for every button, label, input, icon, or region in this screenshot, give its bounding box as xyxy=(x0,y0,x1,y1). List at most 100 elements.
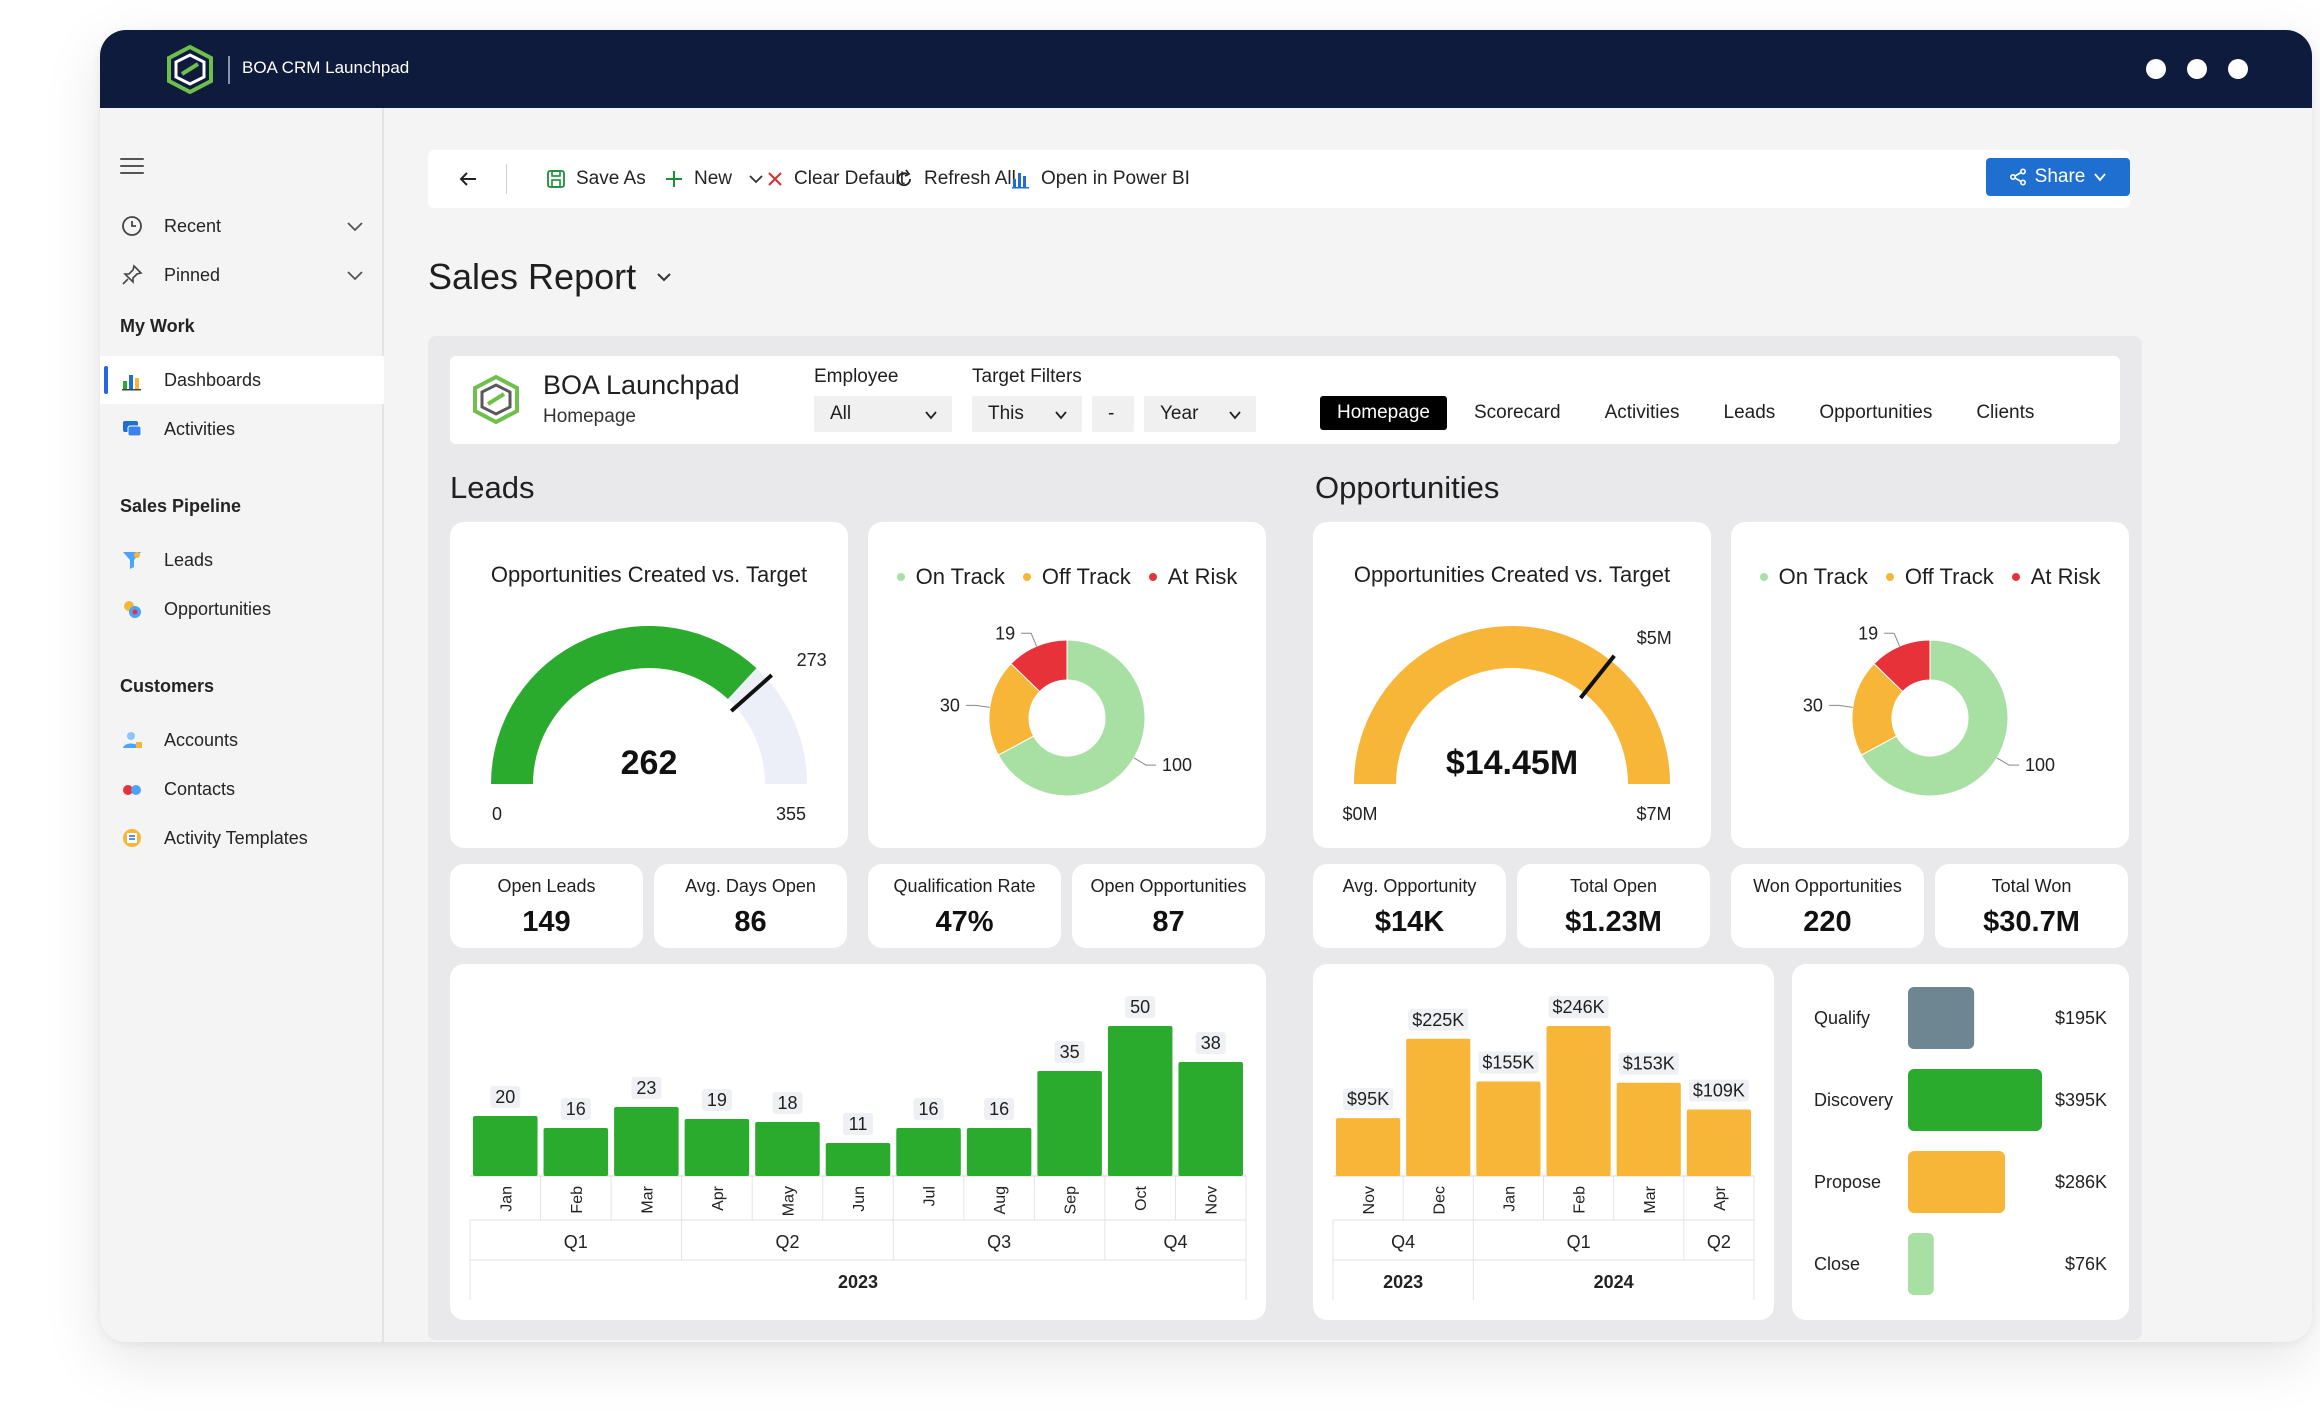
chevron-down-icon xyxy=(925,411,937,420)
donut-slice xyxy=(1873,639,1931,693)
leads-monthly-bar-chart: 20 Jan 16 Feb 23 Mar 19 Apr 18 May 11 Jun 16 Jul 16 Aug… xyxy=(469,996,1247,1300)
clear-default-button[interactable]: Clear Default xyxy=(766,150,905,208)
window-controls xyxy=(2146,59,2248,79)
refresh-all-label: Refresh All xyxy=(924,168,1016,189)
kpi-label: Avg. Opportunity xyxy=(1342,876,1477,896)
window-dot-icon[interactable] xyxy=(2228,59,2248,79)
data-label-bg xyxy=(490,1086,521,1108)
share-button[interactable]: Share xyxy=(1986,158,2130,196)
x-tick-label: Jan xyxy=(1501,1186,1518,1212)
donut-value-label: 100 xyxy=(2025,755,2055,775)
accounts-icon xyxy=(120,728,144,752)
back-button[interactable] xyxy=(458,150,488,208)
new-button[interactable]: New xyxy=(664,150,764,208)
opportunities-gauge-card: Opportunities Created vs. Target $5M $14.… xyxy=(1313,522,1711,848)
bar xyxy=(684,1119,750,1176)
legend-label: On Track xyxy=(915,564,1005,589)
sidebar-item-recent[interactable]: Recent xyxy=(100,202,384,250)
boa-logo-icon xyxy=(473,374,519,424)
data-label: 38 xyxy=(1201,1033,1221,1053)
tab-scorecard[interactable]: Scorecard xyxy=(1473,402,1561,423)
sidebar-item-dashboards[interactable]: Dashboards xyxy=(100,356,384,404)
title-bar: BOA CRM Launchpad xyxy=(100,30,2312,108)
target-period-select[interactable]: This xyxy=(972,396,1082,432)
bar xyxy=(1107,1026,1173,1176)
sidebar-item-contacts[interactable]: Contacts xyxy=(100,765,384,813)
target-period-value: This xyxy=(988,403,1024,424)
refresh-all-button[interactable]: Refresh All xyxy=(894,150,1016,208)
employee-select[interactable]: All xyxy=(814,396,952,432)
data-label: 16 xyxy=(566,1099,586,1119)
kpi-value: $30.7M xyxy=(1983,906,2080,938)
hamburger-menu-icon[interactable] xyxy=(120,158,144,176)
kpi-label: Avg. Days Open xyxy=(685,876,816,896)
data-label-bg xyxy=(913,1098,944,1120)
save-as-button[interactable]: Save As xyxy=(546,150,646,208)
sidebar-item-accounts[interactable]: Accounts xyxy=(100,716,384,764)
donut-value-label: 30 xyxy=(940,695,960,715)
report-tabs: Homepage Scorecard Activities Leads Oppo… xyxy=(1320,396,2061,432)
data-label-bg xyxy=(984,1098,1015,1120)
close-icon xyxy=(768,172,782,186)
tab-clients[interactable]: Clients xyxy=(1976,402,2035,423)
sidebar-item-opportunities[interactable]: Opportunities xyxy=(100,585,384,633)
bar xyxy=(825,1143,891,1176)
bar xyxy=(966,1128,1032,1176)
sidebar-item-pinned[interactable]: Pinned xyxy=(100,251,384,299)
tab-homepage[interactable]: Homepage xyxy=(1320,396,1447,430)
bar xyxy=(1178,1062,1243,1176)
sidebar-item-label: Leads xyxy=(164,549,214,570)
bar xyxy=(1546,1026,1611,1176)
donut-leader-line xyxy=(1021,632,1038,647)
data-label-bg xyxy=(1054,1041,1085,1063)
tab-leads[interactable]: Leads xyxy=(1723,402,1776,423)
stage-value-label: $395K xyxy=(2055,1090,2107,1110)
kpi-card: Total Won $30.7M xyxy=(1935,864,2128,948)
data-label-bg xyxy=(631,1077,662,1099)
save-icon xyxy=(547,170,565,188)
stage-label: Discovery xyxy=(1814,1090,1893,1110)
open-power-bi-button[interactable]: Open in Power BI xyxy=(1011,150,1190,208)
bar xyxy=(1037,1071,1102,1176)
quarter-label: Q1 xyxy=(564,1232,588,1252)
app-title: BOA CRM Launchpad xyxy=(242,58,410,77)
nav-section-my-work: My Work xyxy=(120,316,195,336)
donut-value-label: 19 xyxy=(1858,623,1878,643)
legend-item-at-risk: At Risk xyxy=(2011,564,2100,590)
donut-legend: On Track Off Track At Risk xyxy=(1731,564,2129,590)
sidebar-item-leads[interactable]: Leads xyxy=(100,536,384,584)
new-label: New xyxy=(694,168,733,189)
sidebar: Recent Pinned My Work Dashboards Activit… xyxy=(100,108,384,1342)
tab-activities[interactable]: Activities xyxy=(1604,402,1680,423)
dashboard-chart-icon xyxy=(120,368,144,392)
gauge-max-label: 355 xyxy=(776,804,806,824)
tab-opportunities[interactable]: Opportunities xyxy=(1819,402,1933,423)
kpi-card: Open Leads 149 xyxy=(450,864,643,948)
target-unit-select[interactable]: Year xyxy=(1144,396,1256,432)
data-label: 50 xyxy=(1130,997,1150,1017)
kpi-card: Total Open $1.23M xyxy=(1517,864,1710,948)
chevron-down-icon[interactable] xyxy=(346,217,364,235)
page-title[interactable]: Sales Report xyxy=(428,256,672,298)
legend-label: Off Track xyxy=(1041,564,1131,589)
window-dot-icon[interactable] xyxy=(2146,59,2166,79)
chevron-down-icon[interactable] xyxy=(748,171,764,187)
gauge-title: Opportunities Created vs. Target xyxy=(1353,562,1671,587)
legend-dot-icon xyxy=(1148,573,1157,581)
plus-icon xyxy=(666,171,682,187)
funnel-icon xyxy=(120,548,144,572)
sidebar-item-label: Activities xyxy=(164,418,236,439)
sidebar-item-activity-templates[interactable]: Activity Templates xyxy=(100,814,384,862)
year-label: 2024 xyxy=(1594,1272,1634,1292)
sidebar-item-label: Activity Templates xyxy=(164,827,308,848)
nav-section-customers: Customers xyxy=(120,676,215,696)
data-label-bg xyxy=(1195,1032,1226,1054)
legend-item-at-risk: At Risk xyxy=(1148,564,1237,590)
stage-value-label: $195K xyxy=(2055,1008,2107,1028)
chevron-down-icon[interactable] xyxy=(346,266,364,284)
opportunities-gauge-chart: $5M $14.45M $0M $7M xyxy=(1342,626,1672,824)
data-label-bg xyxy=(1688,1079,1749,1102)
window-dot-icon[interactable] xyxy=(2187,59,2207,79)
target-separator: - xyxy=(1092,396,1134,432)
sidebar-item-activities[interactable]: Activities xyxy=(100,405,384,453)
